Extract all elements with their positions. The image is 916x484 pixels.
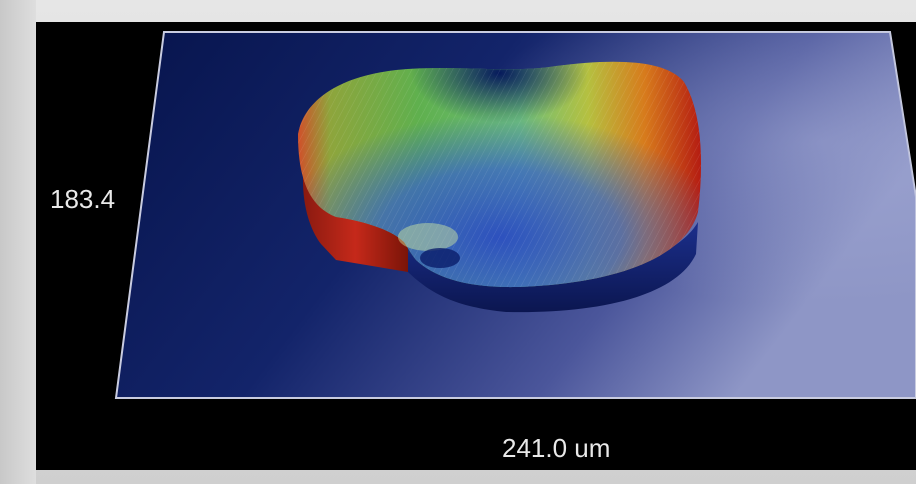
x-axis-label: 241.0 um xyxy=(502,433,611,463)
3d-surface-viewport[interactable]: 183.4 241.0 um xyxy=(36,22,916,470)
surface-front-wall xyxy=(408,222,698,313)
left-border xyxy=(0,0,36,484)
surface-scene xyxy=(114,31,916,399)
surface-highlight xyxy=(398,223,458,251)
y-axis-label: 183.4 xyxy=(50,184,116,214)
